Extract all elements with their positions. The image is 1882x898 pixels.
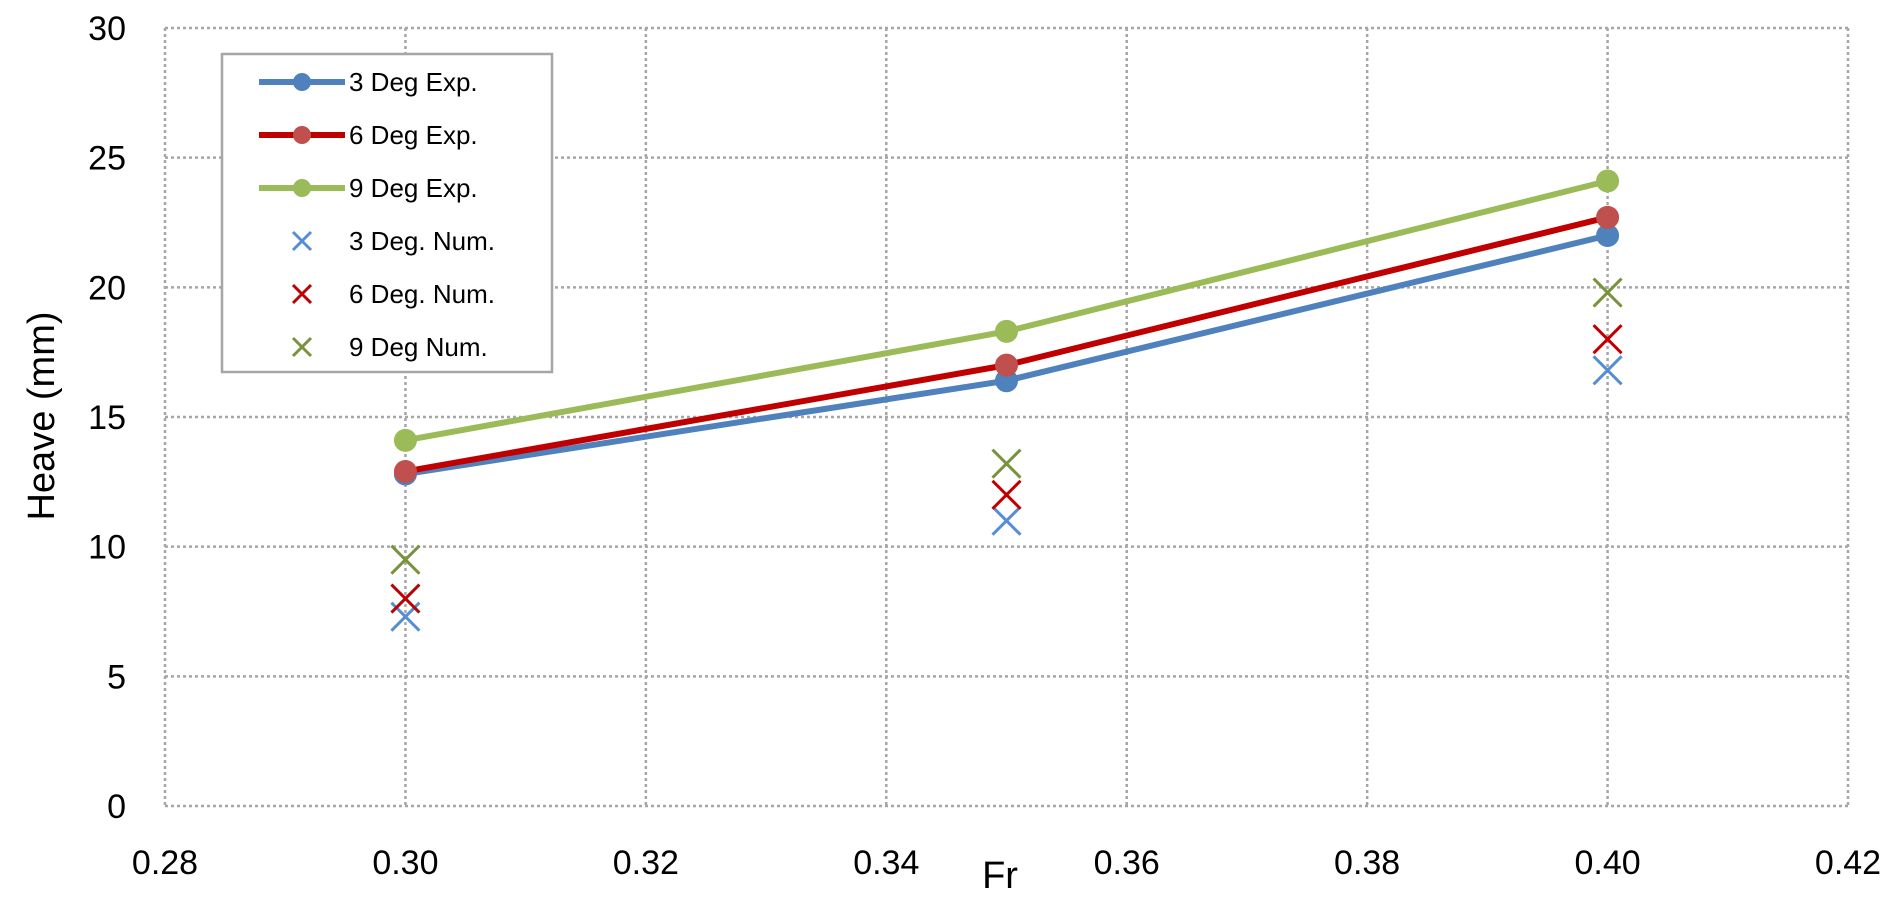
legend-label: 3 Deg. Num.: [349, 226, 495, 256]
series-line: [404, 178, 1609, 444]
series-6-deg-exp: [393, 205, 1620, 483]
series-9-deg-exp: [393, 169, 1620, 452]
y-tick-label: 5: [107, 658, 126, 696]
y-tick-label: 25: [88, 140, 126, 178]
data-point-marker: [995, 319, 1018, 343]
x-tick-label: 0.40: [1574, 844, 1640, 882]
data-point-marker: [393, 459, 417, 483]
grid: [163, 26, 1850, 808]
x-tick-label: 0.42: [1815, 844, 1881, 882]
x-tick-label: 0.36: [1094, 844, 1160, 882]
series-layer: [390, 169, 1623, 632]
y-tick-label: 10: [88, 529, 126, 567]
y-axis-tick-labels: 0 5 10 15 20 25 30: [88, 10, 126, 826]
legend-item: 9 Deg Exp.: [259, 173, 478, 203]
data-point-x-marker: [1592, 324, 1623, 355]
x-tick-label: 0.28: [132, 844, 198, 882]
y-tick-label: 20: [88, 269, 126, 307]
series-6-deg-num: [390, 324, 1623, 614]
x-tick-label: 0.30: [372, 844, 438, 882]
legend-label: 9 Deg Num.: [349, 332, 488, 362]
data-point-marker: [393, 428, 417, 452]
legend-x-swatch: [291, 336, 313, 358]
data-point-x-marker: [1592, 355, 1623, 386]
series-9-deg-num: [390, 277, 1623, 575]
y-tick-label: 15: [88, 399, 126, 437]
legend-label: 9 Deg Exp.: [349, 173, 478, 203]
x-tick-label: 0.38: [1334, 844, 1400, 882]
legend-marker-swatch: [293, 126, 311, 144]
y-axis-title: Heave (mm): [21, 311, 63, 520]
y-tick-label: 0: [107, 788, 126, 826]
y-tick-label: 30: [88, 10, 126, 48]
x-axis-tick-labels: 0.28 0.30 0.32 0.34 0.36 0.38 0.40 0.42: [132, 844, 1881, 882]
legend: 3 Deg Exp. 6 Deg Exp. 9 Deg Exp. 3 Deg. Num…: [220, 52, 554, 374]
x-tick-label: 0.32: [613, 844, 679, 882]
legend-item: 9 Deg Num.: [291, 332, 488, 362]
data-point-x-marker: [991, 479, 1022, 510]
legend-marker-swatch: [293, 73, 311, 91]
legend-label: 6 Deg. Num.: [349, 279, 495, 309]
data-point-marker: [995, 353, 1018, 377]
data-point-x-marker: [390, 544, 421, 575]
data-point-x-marker: [991, 448, 1022, 479]
legend-label: 3 Deg Exp.: [349, 67, 478, 97]
data-point-x-marker: [1592, 277, 1623, 308]
series-line: [404, 214, 1609, 475]
legend-x-swatch: [291, 230, 313, 252]
legend-item: 3 Deg Exp.: [259, 67, 478, 97]
data-point-x-marker: [390, 583, 421, 614]
legend-label: 6 Deg Exp.: [349, 120, 478, 150]
legend-item: 3 Deg. Num.: [291, 226, 495, 256]
legend-marker-swatch: [293, 179, 311, 197]
legend-box: [220, 52, 554, 374]
x-axis-title: Fr: [982, 855, 1018, 897]
legend-item: 6 Deg. Num.: [291, 279, 495, 309]
data-point-marker: [1596, 169, 1620, 193]
data-point-marker: [1596, 205, 1620, 229]
data-point-x-marker: [991, 505, 1022, 536]
legend-x-swatch: [291, 283, 313, 305]
legend-item: 6 Deg Exp.: [259, 120, 478, 150]
x-tick-label: 0.34: [853, 844, 919, 882]
